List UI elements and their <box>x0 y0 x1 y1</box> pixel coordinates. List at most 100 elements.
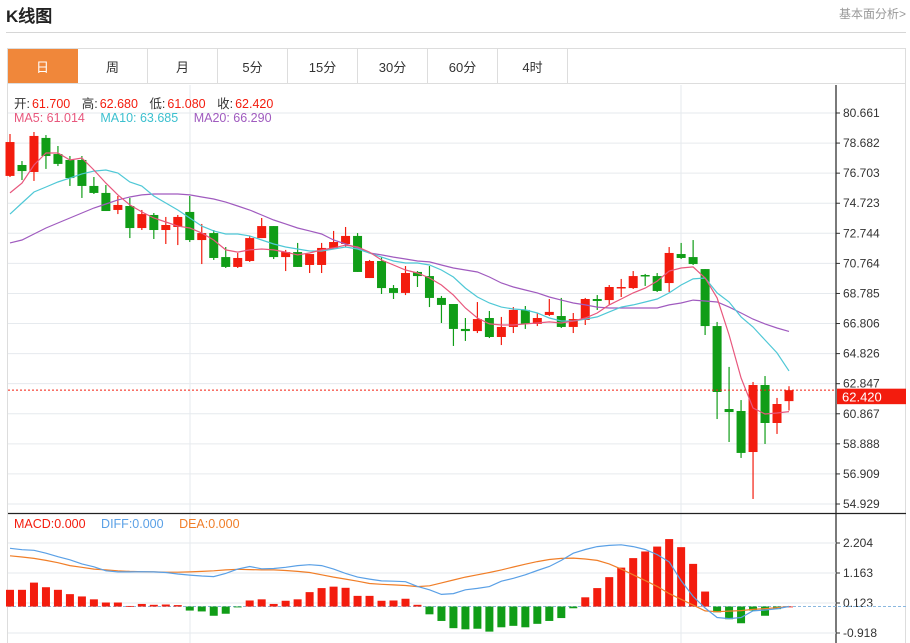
macd-legend-macd: MACD:0.000 <box>14 517 86 531</box>
macd-bar <box>641 551 650 607</box>
candle <box>137 209 147 231</box>
candle-body <box>281 252 291 258</box>
ma20-legend: MA20: 66.290 <box>193 111 272 125</box>
tab-15min[interactable]: 15分 <box>288 49 358 83</box>
candle-body <box>760 385 770 423</box>
candle <box>245 235 255 262</box>
candle-body <box>592 299 602 301</box>
tab-60min[interactable]: 60分 <box>428 49 498 83</box>
candle <box>89 176 99 195</box>
candle-body <box>688 257 698 265</box>
candle <box>173 214 183 246</box>
macd-bar <box>17 589 26 607</box>
macd-bar <box>41 587 50 607</box>
candle <box>305 254 315 274</box>
candle <box>508 307 518 334</box>
candle <box>101 185 111 212</box>
tab-week[interactable]: 周 <box>78 49 148 83</box>
candle <box>580 297 590 325</box>
macd-bar <box>629 558 638 607</box>
candle <box>29 132 39 181</box>
candle-body <box>173 216 183 227</box>
candle <box>185 195 195 243</box>
candle-body <box>580 299 590 320</box>
close-value: 62.420 <box>235 97 274 111</box>
candle <box>209 230 219 260</box>
candle <box>664 247 674 293</box>
candle <box>604 285 614 305</box>
candle-body <box>233 257 243 267</box>
tab-month[interactable]: 月 <box>148 49 218 83</box>
macd-bar <box>89 599 98 607</box>
candle-body <box>460 328 470 332</box>
candle <box>269 226 279 260</box>
candle <box>389 285 399 300</box>
candle-body <box>365 261 375 279</box>
candle <box>125 197 135 239</box>
candle-body <box>544 311 554 315</box>
candle-body <box>149 214 159 231</box>
macd-bar <box>245 600 254 607</box>
macd-bar <box>29 582 38 607</box>
open-label: 开: <box>14 97 30 111</box>
candle-body <box>389 288 399 293</box>
macd-bar <box>113 602 122 607</box>
tab-4hour[interactable]: 4时 <box>498 49 568 83</box>
macd-bar <box>65 594 74 607</box>
fundamental-analysis-link[interactable]: 基本面分析> <box>838 7 906 21</box>
candle <box>53 145 63 167</box>
macd-bar <box>257 599 266 607</box>
tab-day[interactable]: 日 <box>8 49 78 83</box>
candle-body <box>197 233 207 241</box>
candle <box>197 223 207 265</box>
candle <box>5 133 15 177</box>
macd-bar <box>701 591 710 607</box>
macd-bar <box>593 588 602 607</box>
candle <box>532 312 542 327</box>
ma20-line <box>9 193 790 332</box>
candle-body <box>101 192 111 212</box>
macd-bar <box>605 577 614 607</box>
candle-body <box>209 233 219 258</box>
macd-bar <box>485 606 494 632</box>
price-tick-label: 60.867 <box>843 407 880 421</box>
candle-body <box>77 159 87 186</box>
candle-body <box>17 164 27 172</box>
high-value: 62.680 <box>99 97 138 111</box>
macd-bar <box>365 595 374 607</box>
candle <box>724 366 734 442</box>
ma10-legend: MA10: 63.685 <box>100 111 179 125</box>
macd-bar <box>197 606 206 612</box>
macd-bar <box>77 596 86 607</box>
macd-bar <box>185 606 194 611</box>
candle-body <box>532 317 542 324</box>
candle-body <box>185 211 195 241</box>
candle <box>700 269 710 336</box>
macd-bar <box>461 606 470 630</box>
macd-bar <box>713 606 722 613</box>
macd-bar <box>653 546 662 607</box>
price-tick-label: 62.847 <box>843 377 880 391</box>
candle-body <box>472 319 482 332</box>
macd-bar <box>545 606 554 621</box>
period-tabs: 日 周 月 5分 15分 30分 60分 4时 <box>7 48 906 84</box>
tab-30min[interactable]: 30分 <box>358 49 428 83</box>
price-tick-label: 66.806 <box>843 317 880 331</box>
candle <box>568 312 578 334</box>
macd-bar <box>569 606 578 609</box>
macd-bar <box>677 547 686 607</box>
candle-body <box>604 286 614 301</box>
candle-body <box>412 271 422 277</box>
header-divider <box>6 32 906 33</box>
price-tick-label: 70.764 <box>843 256 880 270</box>
tab-5min[interactable]: 5分 <box>218 49 288 83</box>
macd-bar <box>161 604 170 607</box>
candle-body <box>628 276 638 289</box>
candle-body <box>53 154 63 164</box>
macd-bar <box>101 602 110 607</box>
price-tick-label: 58.888 <box>843 437 880 451</box>
macd-tick-label: 0.123 <box>843 596 873 610</box>
page-title: K线图 <box>6 7 53 26</box>
macd-bar <box>725 606 734 620</box>
